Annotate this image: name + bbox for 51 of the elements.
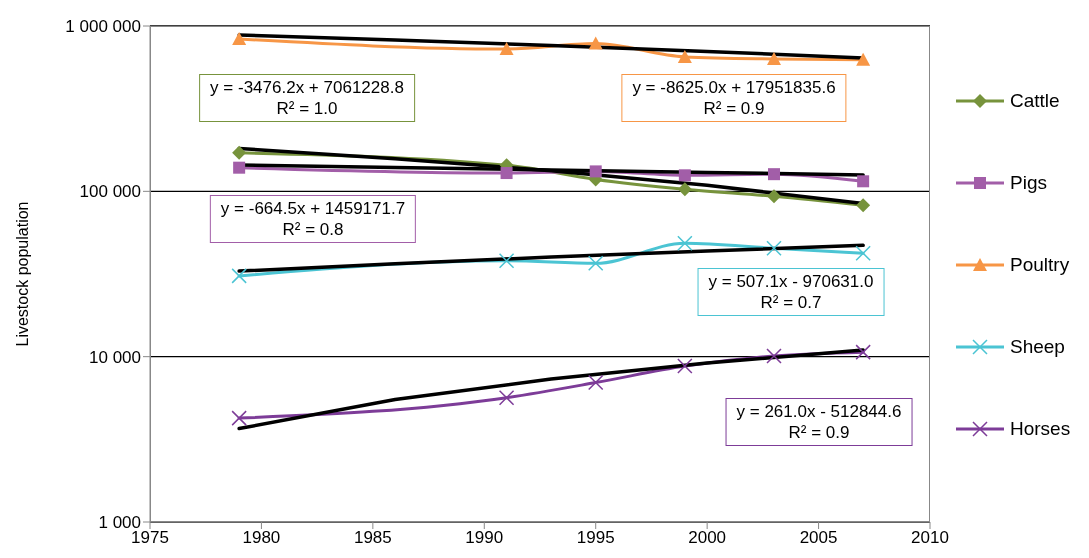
annotation: y = -8625.0x + 17951835.6 R² = 0.9 — [621, 74, 847, 122]
point — [767, 189, 781, 204]
x-tick-label: 2000 — [688, 528, 727, 548]
point — [857, 175, 870, 188]
point — [231, 268, 247, 284]
annotation: y = -3476.2x + 7061228.8 R² = 1.0 — [199, 74, 415, 122]
point — [498, 253, 515, 269]
y-axis-title: Livestock population — [13, 201, 31, 347]
point — [677, 182, 692, 197]
y-tick-label: 10 000 — [89, 347, 141, 367]
point — [766, 240, 782, 256]
point — [855, 245, 871, 262]
point — [499, 41, 514, 55]
x-tick-label: 2010 — [911, 528, 949, 548]
point — [498, 389, 515, 406]
point — [233, 161, 246, 174]
point — [677, 235, 693, 252]
point — [587, 255, 604, 272]
y-tick-label: 100 000 — [79, 182, 141, 202]
point — [855, 344, 871, 360]
line-series — [237, 243, 865, 273]
point — [677, 358, 693, 374]
point — [678, 169, 691, 182]
annotation: y = 261.0x - 512844.6 R² = 0.9 — [725, 398, 913, 446]
y-tick-label: 1 000 000 — [65, 17, 141, 37]
annotation: y = 507.1x - 970631.0 R² = 0.7 — [697, 268, 885, 316]
point — [500, 167, 513, 180]
point — [232, 145, 247, 160]
point — [767, 51, 781, 65]
point — [856, 52, 871, 66]
annotation: y = -664.5x + 1459171.7 R² = 0.8 — [209, 195, 417, 243]
point — [588, 36, 603, 50]
x-tick-label: 2005 — [799, 528, 838, 548]
x-tick-label: 1975 — [131, 528, 169, 548]
point — [856, 198, 871, 213]
point — [768, 168, 780, 181]
legend-label: Cattle — [1010, 90, 1060, 112]
point — [766, 348, 782, 364]
point — [231, 410, 247, 426]
x-tick-label: 1985 — [353, 528, 392, 548]
x-tick-label: 1990 — [465, 528, 504, 548]
point — [677, 49, 692, 63]
x-tick-label: 1980 — [242, 528, 281, 548]
legend-label: Sheep — [1010, 336, 1065, 358]
legend-label: Horses — [1010, 418, 1071, 440]
point — [589, 165, 602, 178]
x-tick-label: 1995 — [576, 528, 615, 548]
legend-label: Poultry — [1010, 254, 1070, 276]
point — [232, 32, 247, 46]
legend-label: Pigs — [1010, 172, 1047, 194]
point — [587, 374, 604, 391]
